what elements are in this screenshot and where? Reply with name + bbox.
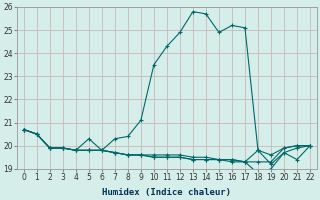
X-axis label: Humidex (Indice chaleur): Humidex (Indice chaleur) — [102, 188, 231, 197]
